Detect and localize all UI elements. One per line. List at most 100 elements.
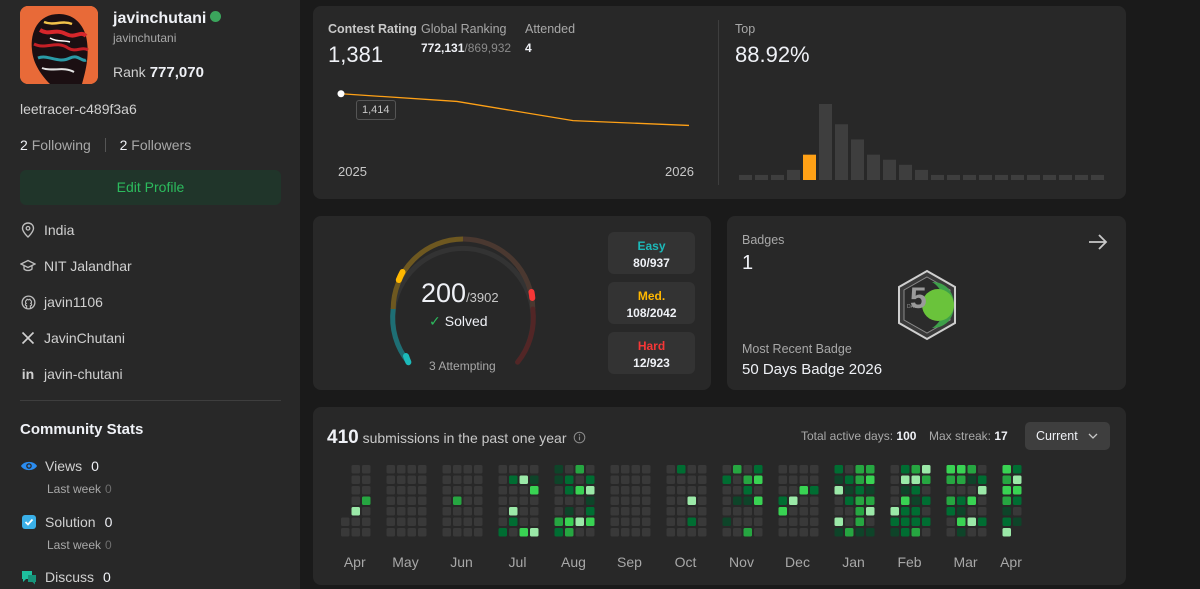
- heatmap-day-cell[interactable]: [967, 517, 977, 527]
- heatmap-day-cell[interactable]: [498, 496, 508, 506]
- heatmap-day-cell[interactable]: [967, 475, 977, 485]
- heatmap-day-cell[interactable]: [463, 475, 473, 485]
- heatmap-day-cell[interactable]: [855, 496, 865, 506]
- heatmap-day-cell[interactable]: [855, 528, 865, 537]
- heatmap-day-cell[interactable]: [911, 465, 921, 474]
- heatmap-day-cell[interactable]: [834, 507, 844, 516]
- heatmap-day-cell[interactable]: [733, 475, 742, 485]
- heatmap-day-cell[interactable]: [698, 528, 707, 537]
- distribution-bar[interactable]: [787, 169, 800, 180]
- distribution-bar[interactable]: [851, 139, 864, 180]
- heatmap-day-cell[interactable]: [733, 486, 742, 495]
- heatmap-day-cell[interactable]: [586, 486, 595, 495]
- heatmap-day-cell[interactable]: [575, 475, 585, 485]
- heatmap-day-cell[interactable]: [1002, 528, 1012, 537]
- heatmap-day-cell[interactable]: [799, 517, 809, 527]
- heatmap-day-cell[interactable]: [722, 496, 732, 506]
- heatmap-day-cell[interactable]: [967, 486, 977, 495]
- heatmap-day-cell[interactable]: [351, 528, 361, 537]
- heatmap-day-cell[interactable]: [621, 507, 630, 516]
- heatmap-day-cell[interactable]: [789, 517, 798, 527]
- heatmap-day-cell[interactable]: [386, 486, 396, 495]
- linkedin-link[interactable]: javin-chutani: [44, 366, 123, 382]
- heatmap-day-cell[interactable]: [642, 496, 651, 506]
- distribution-bar[interactable]: [835, 124, 848, 180]
- heatmap-day-cell[interactable]: [351, 496, 361, 506]
- heatmap-day-cell[interactable]: [866, 486, 875, 495]
- heatmap-day-cell[interactable]: [834, 496, 844, 506]
- heatmap-day-cell[interactable]: [845, 496, 854, 506]
- heatmap-day-cell[interactable]: [866, 475, 875, 485]
- heatmap-day-cell[interactable]: [509, 496, 518, 506]
- heatmap-day-cell[interactable]: [351, 486, 361, 495]
- heatmap-day-cell[interactable]: [1013, 486, 1022, 495]
- heatmap-day-cell[interactable]: [845, 507, 854, 516]
- heatmap-day-cell[interactable]: [554, 486, 564, 495]
- heatmap-day-cell[interactable]: [575, 507, 585, 516]
- heatmap-day-cell[interactable]: [666, 496, 676, 506]
- heatmap-day-cell[interactable]: [946, 486, 956, 495]
- heatmap-day-cell[interactable]: [799, 475, 809, 485]
- heatmap-day-cell[interactable]: [386, 528, 396, 537]
- heatmap-day-cell[interactable]: [677, 465, 686, 474]
- heatmap-day-cell[interactable]: [743, 517, 753, 527]
- heatmap-day-cell[interactable]: [463, 465, 473, 474]
- heatmap-day-cell[interactable]: [1002, 507, 1012, 516]
- heatmap-day-cell[interactable]: [362, 517, 371, 527]
- heatmap-day-cell[interactable]: [530, 507, 539, 516]
- heatmap-day-cell[interactable]: [834, 528, 844, 537]
- edit-profile-button[interactable]: Edit Profile: [20, 170, 281, 205]
- heatmap-day-cell[interactable]: [474, 507, 483, 516]
- heatmap-day-cell[interactable]: [922, 486, 931, 495]
- heatmap-day-cell[interactable]: [362, 496, 371, 506]
- heatmap-day-cell[interactable]: [799, 528, 809, 537]
- heatmap-day-cell[interactable]: [957, 528, 966, 537]
- heatmap-day-cell[interactable]: [386, 496, 396, 506]
- heatmap-day-cell[interactable]: [575, 496, 585, 506]
- heatmap-day-cell[interactable]: [341, 517, 350, 527]
- heatmap-day-cell[interactable]: [677, 507, 686, 516]
- heatmap-day-cell[interactable]: [1002, 475, 1012, 485]
- heatmap-day-cell[interactable]: [498, 486, 508, 495]
- heatmap-day-cell[interactable]: [957, 507, 966, 516]
- heatmap-day-cell[interactable]: [890, 486, 900, 495]
- distribution-bar[interactable]: [1059, 174, 1072, 180]
- heatmap-day-cell[interactable]: [967, 496, 977, 506]
- heatmap-day-cell[interactable]: [733, 528, 742, 537]
- heatmap-day-cell[interactable]: [397, 496, 406, 506]
- heatmap-day-cell[interactable]: [722, 517, 732, 527]
- following-link[interactable]: 2 Following: [20, 137, 91, 153]
- heatmap-day-cell[interactable]: [418, 517, 427, 527]
- heatmap-day-cell[interactable]: [351, 475, 361, 485]
- heatmap-day-cell[interactable]: [946, 465, 956, 474]
- heatmap-day-cell[interactable]: [386, 517, 396, 527]
- heatmap-day-cell[interactable]: [586, 517, 595, 527]
- heatmap-day-cell[interactable]: [778, 475, 788, 485]
- heatmap-day-cell[interactable]: [957, 465, 966, 474]
- heatmap-day-cell[interactable]: [789, 486, 798, 495]
- heatmap-day-cell[interactable]: [967, 465, 977, 474]
- distribution-bar[interactable]: [915, 169, 928, 180]
- heatmap-day-cell[interactable]: [687, 507, 697, 516]
- rating-point[interactable]: [337, 90, 345, 98]
- distribution-bar[interactable]: [1091, 174, 1104, 180]
- heatmap-day-cell[interactable]: [778, 496, 788, 506]
- heatmap-day-cell[interactable]: [855, 507, 865, 516]
- heatmap-day-cell[interactable]: [687, 465, 697, 474]
- heatmap-day-cell[interactable]: [911, 517, 921, 527]
- distribution-bar[interactable]: [947, 174, 960, 180]
- heatmap-day-cell[interactable]: [565, 496, 574, 506]
- heatmap-day-cell[interactable]: [743, 465, 753, 474]
- heatmap-day-cell[interactable]: [397, 507, 406, 516]
- heatmap-day-cell[interactable]: [834, 486, 844, 495]
- heatmap-day-cell[interactable]: [698, 496, 707, 506]
- heatmap-day-cell[interactable]: [554, 528, 564, 537]
- heatmap-day-cell[interactable]: [610, 517, 620, 527]
- heatmap-day-cell[interactable]: [642, 528, 651, 537]
- heatmap-day-cell[interactable]: [586, 496, 595, 506]
- heatmap-day-cell[interactable]: [666, 528, 676, 537]
- distribution-bar[interactable]: [819, 104, 832, 180]
- heatmap-day-cell[interactable]: [754, 507, 763, 516]
- github-row[interactable]: javin1106: [20, 294, 103, 310]
- heatmap-day-cell[interactable]: [554, 496, 564, 506]
